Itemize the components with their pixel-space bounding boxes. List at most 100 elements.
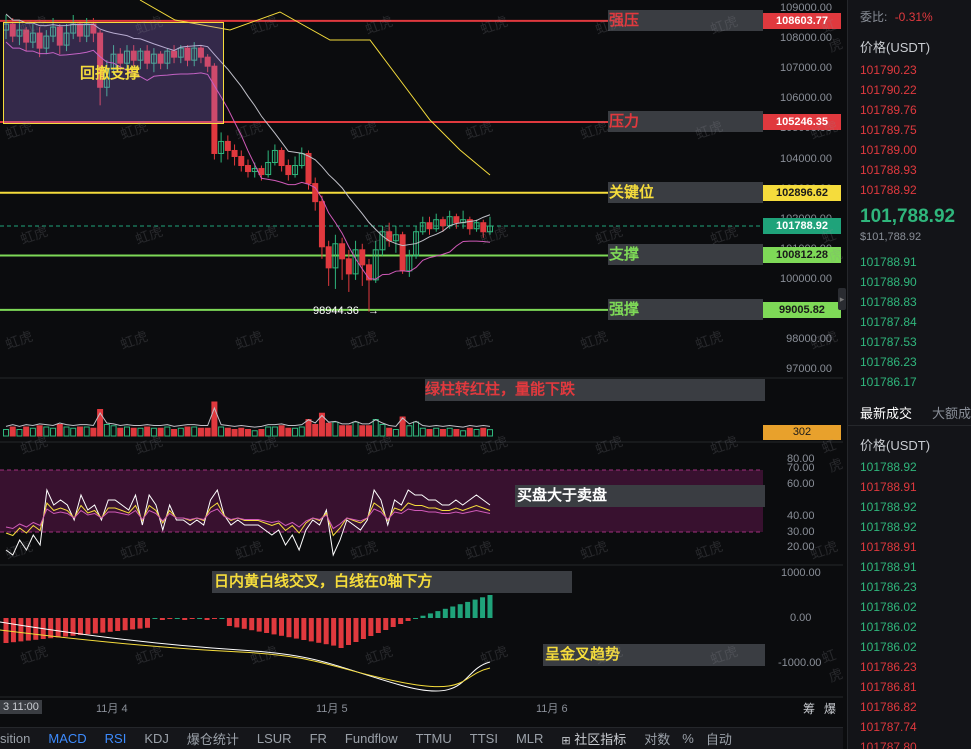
- macd-bar: [353, 618, 359, 642]
- candle-body: [339, 243, 346, 260]
- candle-body: [164, 50, 171, 64]
- tab-fr[interactable]: FR: [309, 731, 327, 746]
- macd-bar: [256, 618, 262, 632]
- order-book-panel: 委比: -0.31% 价格(USDT) 101790.23 101790.22 10…: [847, 0, 971, 749]
- volume-bar: [238, 427, 245, 437]
- candle-body: [124, 50, 130, 64]
- volume-bar: [352, 421, 359, 437]
- macd-bar: [338, 618, 344, 648]
- volume-bar: [305, 419, 312, 437]
- macd-line-yellow: [0, 629, 491, 688]
- tab-lsur[interactable]: LSUR: [256, 731, 292, 746]
- volume-bar: [251, 430, 258, 437]
- volume-bar: [63, 426, 70, 437]
- macd-bar: [249, 618, 255, 631]
- ratio-row: 委比: -0.31%: [860, 8, 933, 25]
- macd-bar: [420, 615, 426, 618]
- low-price-label: 98944.36: [313, 305, 359, 317]
- macd-bar: [398, 618, 404, 624]
- candle-body: [130, 50, 137, 61]
- bid-price[interactable]: 101786.23: [860, 355, 917, 369]
- candle-body: [245, 165, 251, 173]
- macd-bar: [18, 618, 24, 642]
- tab-auto[interactable]: 自动: [705, 732, 732, 747]
- macd-bar: [331, 618, 337, 646]
- bid-price[interactable]: 101788.83: [860, 295, 917, 309]
- tab-mlr[interactable]: MLR: [515, 731, 544, 746]
- volume-bar: [110, 425, 117, 437]
- rsi-tick: 40.00: [787, 510, 815, 522]
- tab-percent[interactable]: %: [682, 731, 694, 746]
- price-tick: 104000.00: [780, 152, 832, 165]
- ask-price[interactable]: 101788.92: [860, 183, 917, 197]
- volume-bar: [439, 429, 446, 437]
- bid-price[interactable]: 101787.84: [860, 315, 917, 329]
- volume-bar: [399, 416, 406, 437]
- bid-price[interactable]: 101788.90: [860, 275, 917, 289]
- macd-bar: [465, 601, 471, 618]
- tab-rsi[interactable]: RSI: [104, 731, 127, 746]
- candle-body: [487, 225, 493, 233]
- tab-log[interactable]: 对数: [644, 732, 671, 747]
- candle-body: [171, 50, 178, 58]
- tab-large-trades[interactable]: 大额成: [932, 406, 971, 421]
- volume-bar: [56, 424, 63, 437]
- ask-price[interactable]: 101788.93: [860, 163, 917, 177]
- macd-bar: [346, 618, 352, 645]
- ask-price[interactable]: 101789.76: [860, 103, 917, 117]
- candle-body: [359, 249, 366, 266]
- macd-bar: [427, 613, 433, 618]
- volume-bar: [117, 427, 124, 437]
- panel-collapse-handle[interactable]: ▸: [838, 288, 846, 310]
- candle-body: [144, 50, 151, 64]
- ask-price[interactable]: 101790.22: [860, 83, 917, 97]
- candle-body: [177, 47, 184, 58]
- tab-ttmu[interactable]: TTMU: [415, 731, 452, 746]
- ask-price[interactable]: 101789.00: [860, 143, 917, 157]
- tab-position[interactable]: sition: [0, 731, 31, 746]
- ask-price[interactable]: 101790.23: [860, 63, 917, 77]
- tab-macd[interactable]: MACD: [48, 731, 87, 746]
- candle-body: [265, 162, 272, 176]
- tab-fundflow[interactable]: Fundflow: [344, 731, 398, 746]
- tab-ttsi[interactable]: TTSI: [469, 731, 498, 746]
- tab-liquidation[interactable]: 爆仓统计: [186, 732, 239, 747]
- macd-tick: -1000.00: [778, 657, 822, 669]
- volume-bar: [137, 427, 144, 437]
- chart-area[interactable]: 回撤支撑 109000.00 108000.00 107000.00 106000.0…: [0, 0, 843, 727]
- macd-bar: [360, 618, 366, 639]
- candle-body: [43, 35, 50, 49]
- bid-price[interactable]: 101787.53: [860, 335, 917, 349]
- candle-body: [97, 32, 104, 88]
- explode-button[interactable]: 爆: [824, 702, 837, 716]
- trade-price: 101788.92: [860, 520, 917, 534]
- macd-annotation-text: 日内黄白线交叉，白线在0轴下方: [214, 573, 433, 590]
- tab-kdj[interactable]: KDJ: [144, 731, 169, 746]
- bid-price[interactable]: 101786.17: [860, 375, 917, 389]
- level-price-tag: 99005.82: [763, 301, 841, 318]
- trade-price: 101786.81: [860, 680, 917, 694]
- tab-latest-trades[interactable]: 最新成交: [860, 406, 913, 421]
- volume-bar: [76, 426, 83, 437]
- macd-bar: [390, 618, 396, 627]
- date-start-text: 3 11:00: [3, 701, 39, 713]
- ask-price[interactable]: 101789.75: [860, 123, 917, 137]
- community-indicator-button[interactable]: ⊞ 社区指标: [552, 729, 635, 748]
- volume-bar: [83, 426, 90, 437]
- level-label: 压力: [608, 110, 763, 132]
- volume-bar: [392, 429, 399, 437]
- macd-annotation: 日内黄白线交叉，白线在0轴下方: [212, 571, 572, 593]
- volume-bar: [177, 427, 184, 437]
- macd-bar: [182, 618, 188, 620]
- community-label: 社区指标: [574, 732, 627, 747]
- macd-bar: [25, 618, 31, 641]
- level-price-tag: 108603.77: [763, 12, 841, 29]
- candle-body: [419, 222, 426, 233]
- volume-bar: [325, 422, 332, 437]
- chip-button[interactable]: 筹: [803, 702, 816, 716]
- bid-price[interactable]: 101788.91: [860, 255, 917, 269]
- rsi-line-pink: [5, 508, 491, 530]
- rsi-tick: 20.00: [787, 541, 815, 553]
- macd-bar: [48, 618, 54, 639]
- candle-body: [345, 258, 352, 275]
